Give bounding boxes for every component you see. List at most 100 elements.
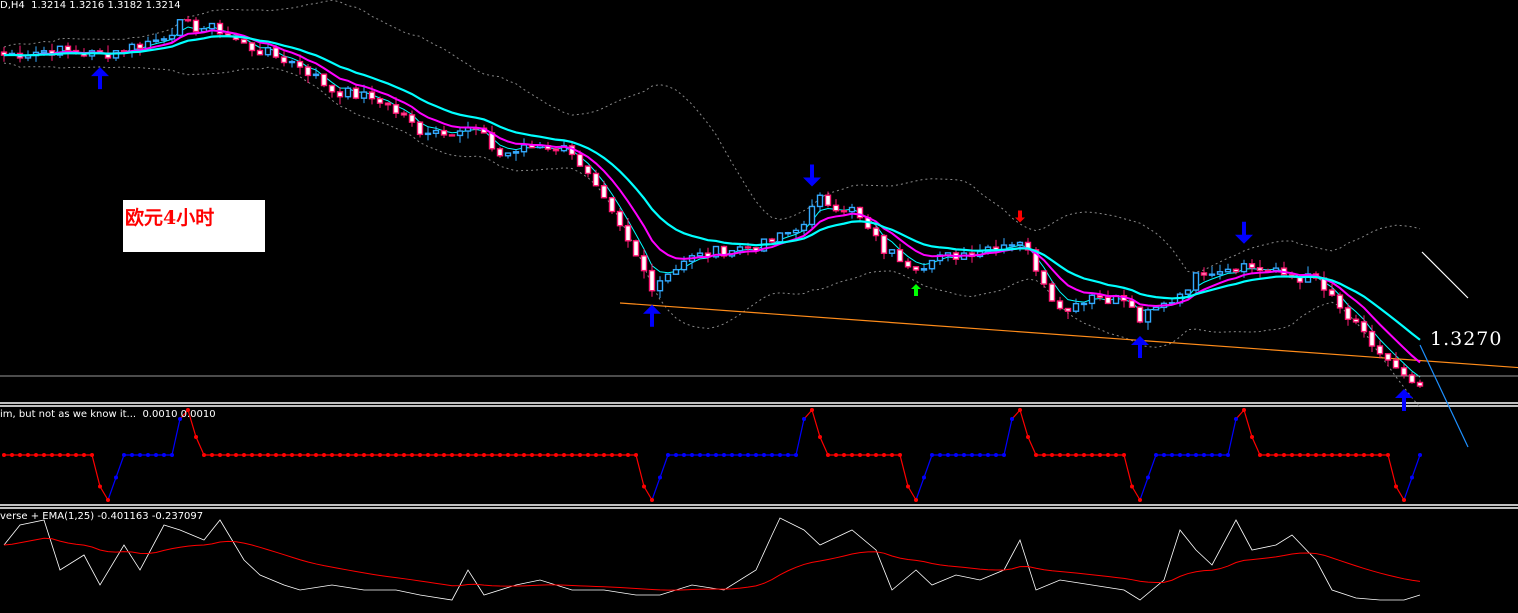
candle xyxy=(776,232,784,243)
candle xyxy=(712,245,720,258)
candle xyxy=(1056,300,1064,310)
indicator1-dot xyxy=(282,453,286,457)
indicator1-dot xyxy=(26,453,30,457)
indicator1-dot xyxy=(1138,498,1142,502)
indicator1-dot xyxy=(730,453,734,457)
indicator1-dot xyxy=(1210,453,1214,457)
indicator1-dot xyxy=(1354,453,1358,457)
indicator1-dot xyxy=(266,453,270,457)
candle xyxy=(216,22,224,35)
indicator1-segment xyxy=(643,486,653,501)
candle xyxy=(1064,307,1072,312)
indicator1-dot xyxy=(746,453,750,457)
indicator1-segment xyxy=(1019,409,1029,438)
buy-arrow-icon xyxy=(91,67,109,90)
indicator1-dot xyxy=(58,453,62,457)
indicator1-dot xyxy=(1154,453,1158,457)
candle xyxy=(352,87,360,99)
indicator1-dot xyxy=(186,408,190,412)
indicator1-segment xyxy=(107,477,117,501)
indicator1-dot xyxy=(802,417,806,421)
indicator1-dot xyxy=(738,453,742,457)
indicator1-dot xyxy=(402,453,406,457)
candle xyxy=(904,260,912,268)
candle xyxy=(1328,289,1336,296)
indicator1-dot xyxy=(538,453,542,457)
indicator1-dot xyxy=(1082,453,1086,457)
indicator1-segment xyxy=(1131,486,1141,501)
indicator1-dot xyxy=(962,453,966,457)
candle xyxy=(552,148,560,152)
candle xyxy=(368,91,376,100)
candle xyxy=(656,280,664,292)
indicator1-dot xyxy=(1002,453,1006,457)
candle xyxy=(632,240,640,257)
candle xyxy=(832,204,840,212)
indicator1-dot xyxy=(1130,484,1134,489)
indicator1-dot xyxy=(634,453,638,457)
candle xyxy=(1216,271,1224,275)
candle xyxy=(40,50,48,54)
buy-arrow-icon xyxy=(911,284,921,297)
indicator1-dot xyxy=(898,453,902,457)
candle xyxy=(248,42,256,52)
indicator1-dot xyxy=(834,453,838,457)
candle xyxy=(1344,307,1352,320)
indicator1-dot xyxy=(194,435,198,439)
indicator1-dot xyxy=(1250,435,1254,439)
indicator1-dot xyxy=(138,453,142,457)
candle xyxy=(616,210,624,227)
price-label: 1.3270 xyxy=(1430,328,1503,350)
indicator1-dot xyxy=(314,453,318,457)
indicator1-header: im, but not as we know it... 0.0010 0.00… xyxy=(0,409,216,420)
indicator1-dot xyxy=(434,453,438,457)
indicator1-dot xyxy=(714,453,718,457)
indicator1-dot xyxy=(394,453,398,457)
candle xyxy=(240,38,248,44)
candle xyxy=(1136,306,1144,323)
indicator1-segment xyxy=(899,454,909,487)
indicator1-dot xyxy=(242,453,246,457)
indicator1-dot xyxy=(18,453,22,457)
candle xyxy=(1272,267,1280,272)
indicator1-dot xyxy=(1410,475,1414,480)
indicator1-dot xyxy=(1058,453,1062,457)
indicator1-dot xyxy=(1042,453,1046,457)
oscillator-line xyxy=(3,517,1421,601)
candle xyxy=(1048,283,1056,302)
indicator2-header: verse + EMA(1,25) -0.401163 -0.237097 xyxy=(0,511,204,522)
indicator1-dot xyxy=(234,453,238,457)
candle xyxy=(336,91,344,98)
indicator1-dot xyxy=(1298,453,1302,457)
indicator1-segment xyxy=(795,418,805,456)
projection-line xyxy=(1419,344,1469,448)
indicator1-dot xyxy=(1282,453,1286,457)
indicator1-dot xyxy=(818,435,822,439)
indicator1-dot xyxy=(946,453,950,457)
indicator1-segment xyxy=(1227,418,1237,456)
indicator1-dot xyxy=(1274,453,1278,457)
indicator1-dot xyxy=(866,453,870,457)
annotation-label-box[interactable]: 欧元4小时 xyxy=(123,200,265,252)
candle xyxy=(264,47,272,56)
candle xyxy=(504,152,512,157)
indicator1-dot xyxy=(690,453,694,457)
candle xyxy=(816,194,824,208)
indicator1-dot xyxy=(170,453,174,457)
indicator1-dot xyxy=(1066,453,1070,457)
indicator1-dot xyxy=(874,453,878,457)
indicator1-dot xyxy=(658,475,662,480)
sell-arrow-icon xyxy=(803,164,821,187)
candle xyxy=(1088,294,1096,305)
candle xyxy=(120,50,128,53)
indicator1-dot xyxy=(1306,453,1310,457)
indicator1-dot xyxy=(1018,408,1022,412)
indicator1-dot xyxy=(1378,453,1382,457)
indicator1-segment xyxy=(651,477,661,501)
indicator1-dot xyxy=(682,453,686,457)
indicator1-dot xyxy=(1010,417,1014,421)
indicator1-dot xyxy=(1194,453,1198,457)
candle xyxy=(1248,263,1256,269)
candle xyxy=(1352,318,1360,323)
indicator1-dot xyxy=(338,453,342,457)
